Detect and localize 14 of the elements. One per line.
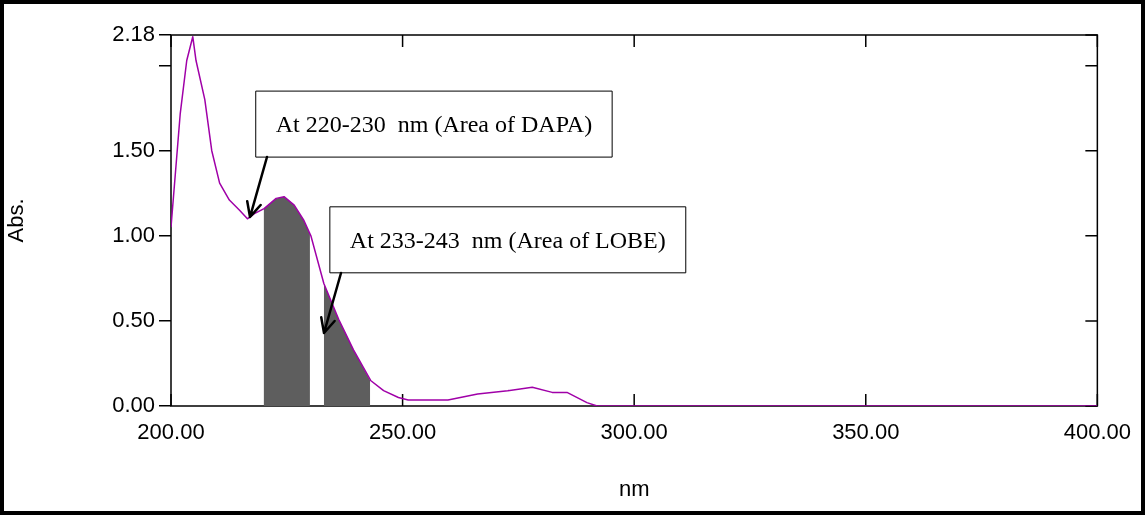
x-tick-label: 200.00 [137, 419, 205, 445]
x-tick-label: 300.00 [600, 419, 668, 445]
x-tick-label: 250.00 [368, 419, 437, 445]
y-tick-label: 2.18 [112, 21, 155, 47]
annotation: At 220-230 nm (Area of DAPA) [275, 111, 593, 138]
x-tick-label: 400.00 [1063, 419, 1131, 445]
annotation: At 233-243 nm (Area of LOBE) [349, 227, 666, 254]
y-tick-label: 1.00 [112, 221, 155, 247]
y-tick-label: 1.50 [112, 136, 155, 162]
y-tick-label: 0.00 [112, 392, 155, 418]
y-tick-label: 0.50 [112, 306, 155, 332]
x-axis-title: nm [618, 475, 650, 501]
x-tick-label: 350.00 [832, 419, 900, 445]
y-axis-title: Abs. [3, 198, 29, 243]
